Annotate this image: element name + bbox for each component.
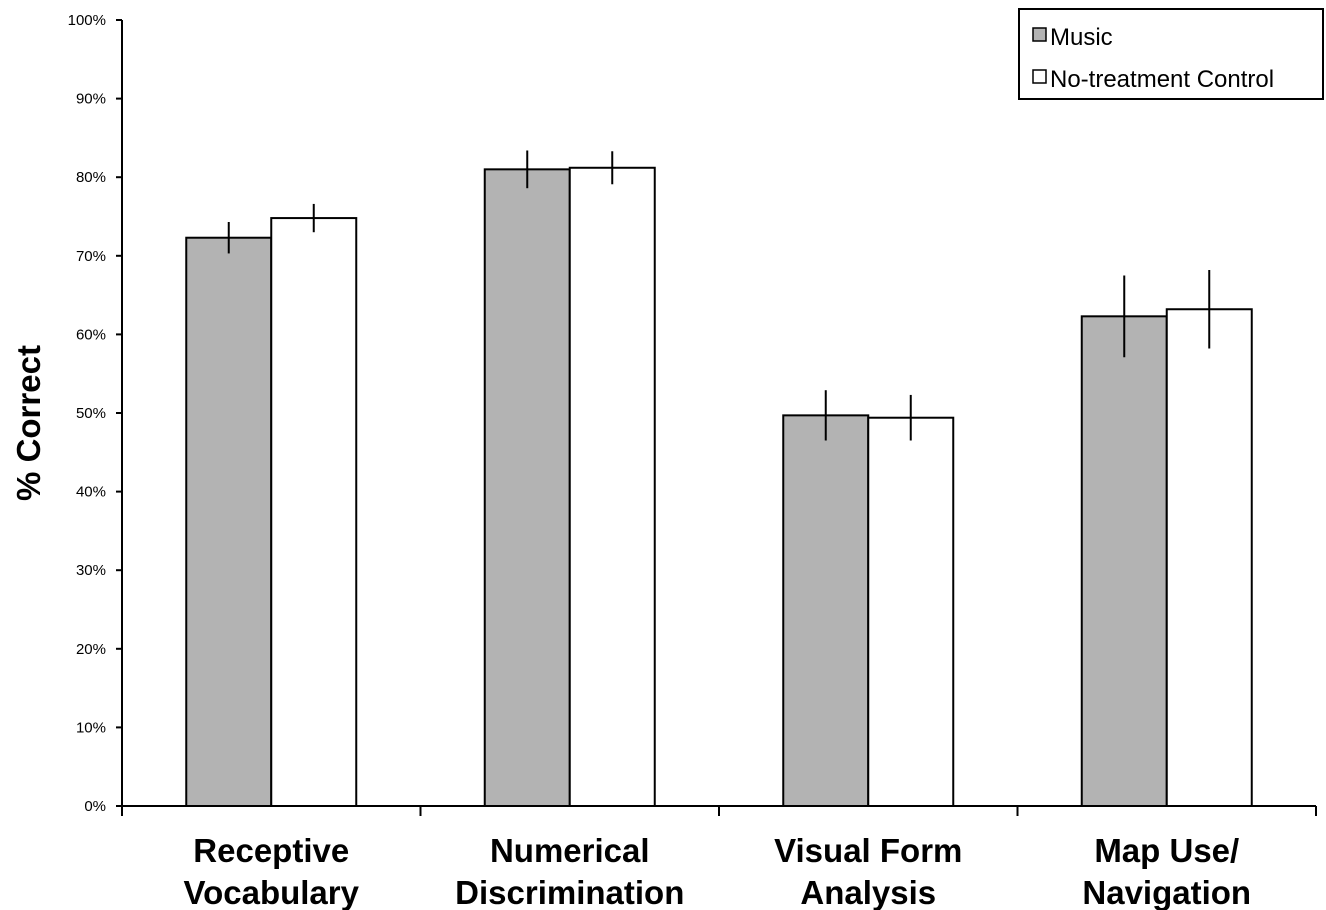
category-label: Receptive: [193, 832, 349, 869]
category-label: Discrimination: [455, 874, 684, 910]
error-bars: [227, 150, 1211, 441]
category-label: Vocabulary: [184, 874, 360, 910]
y-tick-label: 0%: [84, 798, 106, 815]
y-tick-label: 30%: [76, 562, 106, 579]
y-axis-title: % Correct: [10, 345, 47, 501]
y-tick-label: 40%: [76, 484, 106, 501]
bars: [185, 166, 1253, 808]
y-tick-label: 80%: [76, 169, 106, 186]
category-label: Navigation: [1082, 874, 1251, 910]
y-tick-label: 50%: [76, 405, 106, 422]
legend-swatch: [1032, 69, 1047, 84]
legend: Music No-treatment Control: [1018, 8, 1324, 100]
bar-music: [185, 236, 273, 808]
bar-music: [1080, 315, 1168, 807]
category-label: Analysis: [800, 874, 936, 910]
y-tick-label: 70%: [76, 248, 106, 265]
category-label: Map Use/: [1094, 832, 1239, 869]
category-label: Numerical: [490, 832, 650, 869]
y-tick-label: 100%: [68, 12, 106, 29]
labels: 0% 10% 20% 30% 40% 50% 60% 70% 80% 90% 100% % Corre…: [10, 12, 1251, 910]
bar-music: [782, 414, 870, 807]
y-tick-label: 10%: [76, 719, 106, 736]
y-tick-label: 90%: [76, 91, 106, 108]
y-tick-label: 20%: [76, 641, 106, 658]
category-label: Visual Form: [774, 832, 962, 869]
bar-control: [270, 217, 358, 807]
legend-label: Music: [1050, 24, 1113, 51]
y-tick-label: 60%: [76, 326, 106, 343]
bar-music: [483, 168, 571, 807]
legend-label: No-treatment Control: [1050, 66, 1274, 93]
bar-control: [1165, 308, 1253, 807]
bar-control: [867, 416, 955, 807]
legend-swatch: [1032, 27, 1047, 42]
legend-box: [1018, 8, 1324, 100]
bar-control: [568, 166, 656, 807]
